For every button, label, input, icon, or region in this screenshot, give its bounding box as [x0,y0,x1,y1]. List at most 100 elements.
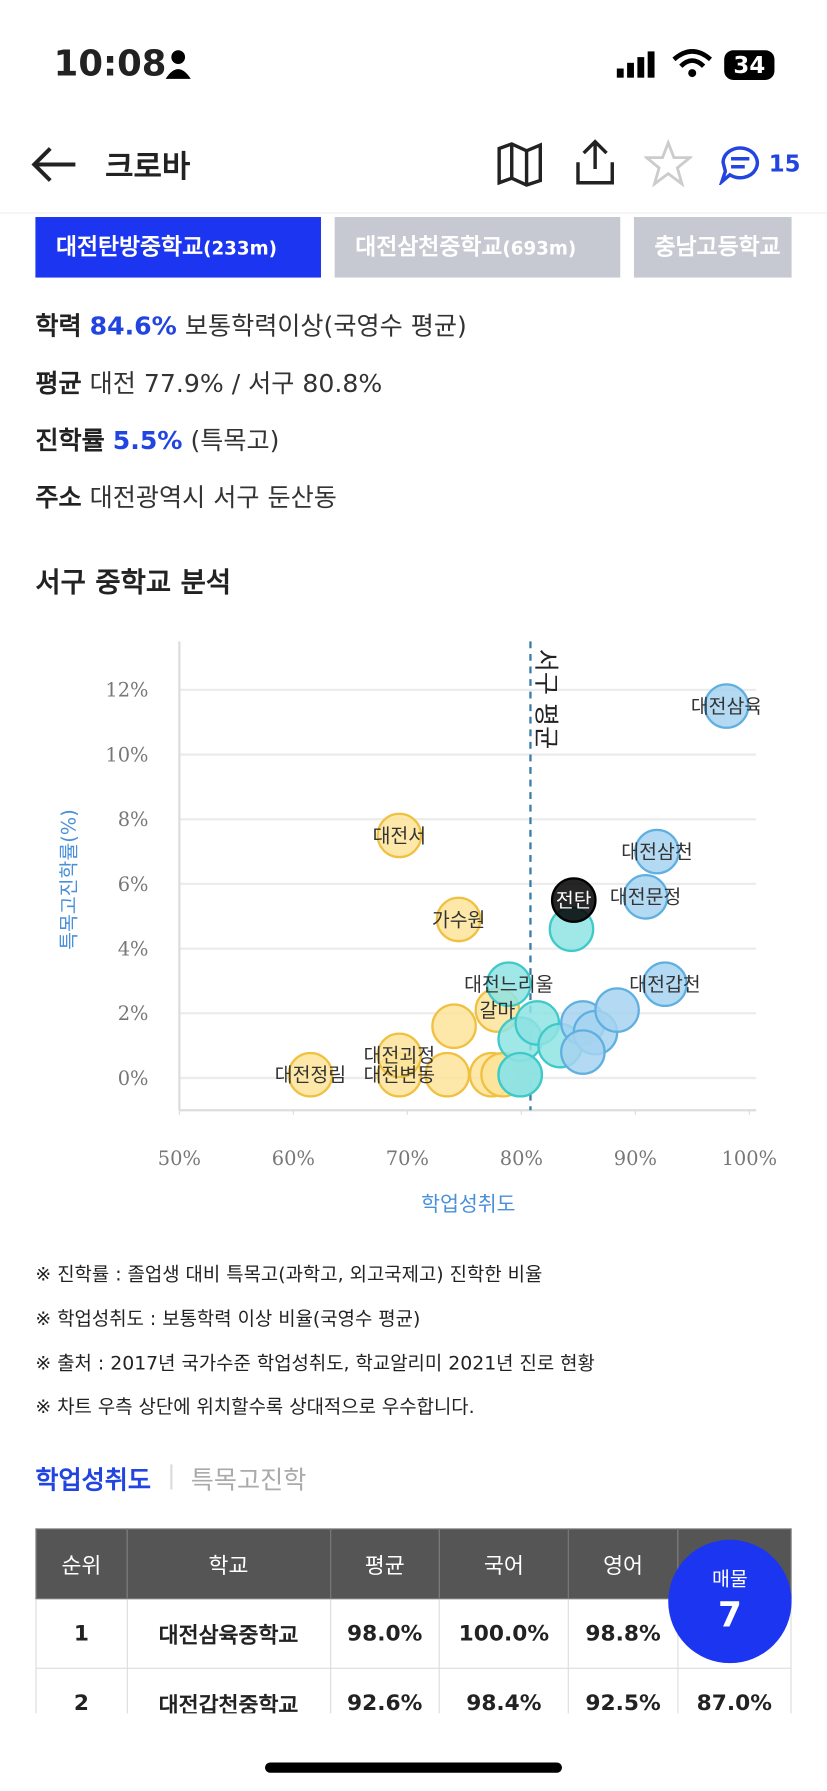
point [431,1003,477,1050]
school-tab[interactable]: 충남고등학교 [633,217,792,278]
point-label: 대전괴정 [364,1044,435,1067]
header-cell: 영어 [567,1528,679,1600]
header-cell: 순위 [35,1528,128,1600]
x-tick-label: 100% [722,1147,777,1170]
point [287,1051,334,1098]
section-title: 서구 중학교 분석 [35,566,232,599]
table-cell: 98.0% [329,1598,440,1669]
x-tick-label: 90% [614,1147,657,1170]
point [550,877,597,923]
point [376,1032,423,1079]
point-label: 대전서 [373,824,427,847]
separator [170,1464,173,1490]
info-highlight: 5.5% [112,427,183,456]
x-axis-label: 학업성취도 [421,1192,516,1216]
point [594,987,640,1033]
home-indicator [265,1762,562,1773]
tab-distance: (693m) [502,237,577,260]
wifi-icon [672,49,712,78]
comment-button[interactable] [718,144,761,186]
info-highlight: 84.6% [89,312,177,342]
x-tick-label: 80% [500,1147,543,1170]
x-tick-label: 70% [386,1147,429,1170]
point-label: 가수원 [432,908,486,931]
point-label: 대전삼천 [621,840,692,863]
note: ※ 차트 우측 상단에 위치할수록 상대적으로 우수합니다. [35,1395,475,1418]
point-label: 대전삼육 [691,695,762,718]
table-cell: 1 [35,1598,128,1669]
comment-count: 15 [768,149,801,178]
point [560,1029,606,1075]
y-tick-label: 2% [118,1002,149,1025]
note: ※ 진학률 : 졸업생 대비 특목고(과학고, 외고국제고) 진학한 비율 [35,1263,543,1286]
y-tick-label: 4% [118,937,149,960]
point [435,896,482,943]
favorite-button[interactable] [644,139,693,188]
back-button[interactable] [27,142,80,188]
point-label: 대전문정 [610,886,681,909]
info-line: 평균 대전 77.9% / 서구 80.8% [35,363,382,400]
y-tick-label: 6% [118,873,149,896]
share-button[interactable] [573,137,616,187]
header-cell: 국어 [438,1528,570,1600]
info-line: 진학률 5.5% (특목고) [35,420,279,457]
point-label: 대전변동 [364,1064,435,1087]
point [634,828,680,875]
point-label: 전탄 [556,889,592,912]
tab-name: 대전탄방중학교 [55,233,204,261]
rank-tab[interactable]: 특목고진학 [190,1466,307,1496]
info-label: 학력 [35,312,82,342]
header-cell: 학교 [126,1528,331,1600]
scatter-chart: 0% 2% 4% 6% 8% 10% 12% 50% 60% 70% 80% 90% 100% 학업성취도… [57,641,777,1216]
point [376,812,423,859]
rank-tab[interactable]: 학업성취도 [35,1466,152,1496]
map-button[interactable] [496,142,544,188]
y-tick-label: 0% [118,1067,149,1090]
point-label: 대전느리울 [464,973,553,996]
listing-label: 매물 [712,1568,748,1592]
table-cell: 100.0% [438,1598,570,1669]
time: 10:08 [53,43,167,85]
point-label: 대전갑천 [629,973,700,996]
info-text: 보통학력이상(국영수 평균) [184,312,467,342]
info-text: 대전광역시 서구 둔산동 [89,484,337,513]
point [622,874,669,920]
signal-icon [616,51,655,78]
info-text: (특목고) [190,427,280,456]
point [497,1051,544,1098]
home-area [0,1713,827,1791]
info-text: 대전 77.9% / 서구 80.8% [89,370,383,399]
info-label: 평균 [35,370,82,399]
page-title: 크로바 [105,149,191,186]
note: ※ 출처 : 2017년 국가수준 학업성취도, 학교알리미 2021년 진로 … [35,1352,595,1375]
header-cell: 평균 [329,1528,440,1600]
x-tick-label: 50% [158,1147,201,1170]
y-tick-label: 10% [105,743,148,766]
tab-distance: (233m) [203,237,278,260]
info-line: 주소 대전광역시 서구 둔산동 [35,477,336,514]
school-tab[interactable]: 대전삼천중학교(693m) [334,217,621,278]
tab-name: 대전삼천중학교 [355,233,503,261]
note: ※ 학업성취도 : 보통학력 이상 비율(국영수 평균) [35,1307,421,1330]
info-line: 학력 84.6% 보통학력이상(국영수 평균) [35,306,466,343]
y-tick-label: 12% [105,679,148,702]
listing-count: 7 [717,1595,742,1636]
y-axis-label: 특목고진학률(%) [57,809,80,950]
divider [0,212,827,214]
y-tick-label: 8% [118,808,149,831]
point [703,683,750,729]
x-tick-label: 60% [272,1147,315,1170]
point-label: 대전정림 [275,1064,346,1087]
tab-name: 충남고등학교 [654,233,781,261]
info-label: 진학률 [35,427,105,456]
average-label: 서구 평균 [531,649,560,749]
person-icon [165,50,191,79]
table-cell: 대전삼육중학교 [126,1598,331,1669]
battery: 34 [724,50,775,80]
point [642,961,688,1008]
school-tab[interactable]: 대전탄방중학교(233m) [35,217,321,278]
point [485,961,532,1008]
listing-button[interactable]: 매물 7 [668,1539,792,1664]
